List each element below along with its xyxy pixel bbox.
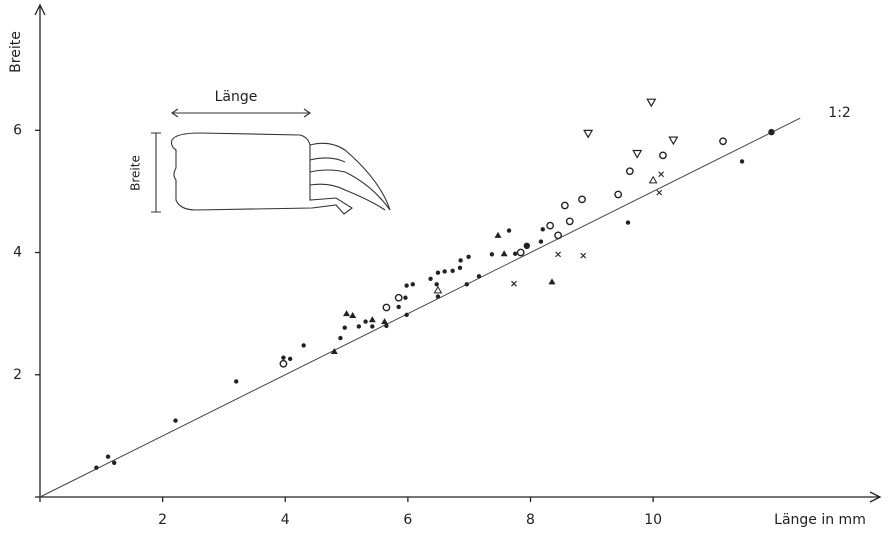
point <box>548 278 555 284</box>
point <box>501 250 508 256</box>
point <box>436 294 440 298</box>
point <box>633 151 641 158</box>
point <box>547 222 553 228</box>
point <box>477 274 481 278</box>
point <box>395 295 401 301</box>
point <box>381 318 388 324</box>
y-tick-label: 6 <box>13 122 22 138</box>
x-axis-label: Länge in mm <box>774 512 866 528</box>
inset-sketch: Länge Breite <box>129 89 391 214</box>
point <box>524 243 530 249</box>
point <box>173 418 177 422</box>
point <box>659 172 664 177</box>
point <box>768 129 774 135</box>
point <box>370 324 374 328</box>
point <box>466 255 470 259</box>
point <box>539 239 543 243</box>
point <box>94 465 98 469</box>
point <box>627 168 633 174</box>
point <box>555 232 561 238</box>
point <box>383 304 389 310</box>
point <box>465 282 469 286</box>
point <box>384 324 388 328</box>
x-tick-label: 10 <box>644 512 662 528</box>
point <box>281 355 285 359</box>
point <box>369 316 376 322</box>
point <box>511 281 516 286</box>
point <box>584 130 592 137</box>
point <box>435 282 439 286</box>
point <box>490 252 494 256</box>
point <box>581 253 586 258</box>
point <box>404 283 408 287</box>
point <box>495 232 502 238</box>
point <box>660 152 666 158</box>
point <box>507 228 511 232</box>
y-axis-label: Breite <box>8 31 24 73</box>
point <box>338 336 342 340</box>
claw-finger <box>310 143 390 210</box>
point <box>434 287 441 293</box>
point <box>343 310 350 316</box>
point <box>657 190 662 195</box>
point <box>740 159 744 163</box>
x-tick-label: 2 <box>158 512 167 528</box>
point <box>357 324 361 328</box>
ratio-label: 1:2 <box>828 105 851 121</box>
point <box>301 343 305 347</box>
point <box>562 202 568 208</box>
x-tick-label: 4 <box>281 512 290 528</box>
point <box>458 266 462 270</box>
point <box>428 277 432 281</box>
point <box>579 196 585 202</box>
point <box>458 258 462 262</box>
point <box>234 379 238 383</box>
point <box>650 177 657 183</box>
point <box>403 296 407 300</box>
point <box>567 218 573 224</box>
point <box>280 361 286 367</box>
chart: Länge Breite 2 4 6 8 10 2 4 6 Länge in mm Breite 1… <box>0 0 888 533</box>
point <box>669 137 677 144</box>
point <box>450 269 454 273</box>
point <box>411 282 415 286</box>
point <box>541 227 545 231</box>
point <box>112 461 116 465</box>
x-tick-label: 6 <box>403 512 412 528</box>
point <box>363 319 367 323</box>
point <box>288 357 292 361</box>
y-tick-label: 2 <box>13 367 22 383</box>
point <box>647 99 655 106</box>
point <box>626 220 630 224</box>
point <box>106 454 110 458</box>
point <box>720 138 726 144</box>
point <box>404 313 408 317</box>
inset-length-label: Länge <box>215 89 258 105</box>
point <box>396 305 400 309</box>
point <box>442 269 446 273</box>
point <box>615 191 621 197</box>
point <box>556 252 561 257</box>
point <box>349 312 356 318</box>
ratio-line <box>40 118 800 497</box>
y-tick-label: 4 <box>13 245 22 261</box>
x-tick-label: 8 <box>526 512 535 528</box>
claw-body <box>172 133 353 214</box>
inset-width-label: Breite <box>129 155 143 191</box>
point <box>518 249 524 255</box>
point <box>513 252 517 256</box>
point <box>343 326 347 330</box>
point <box>436 270 440 274</box>
